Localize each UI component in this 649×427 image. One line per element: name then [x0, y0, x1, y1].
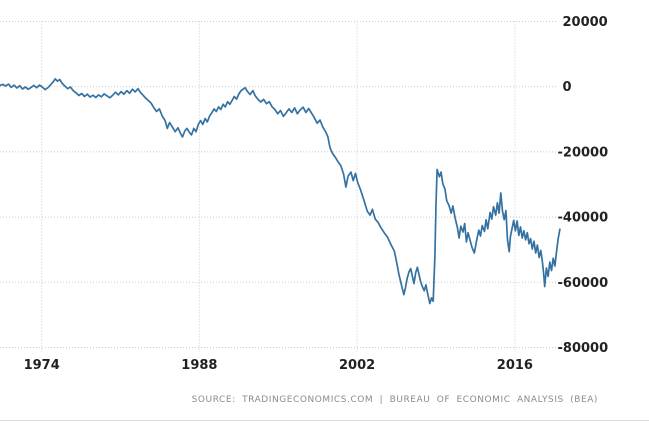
x-axis-tick-label: 1988: [181, 358, 217, 373]
x-axis-tick-label: 2016: [497, 358, 533, 373]
y-axis-tick-label: -80000: [558, 341, 609, 356]
footer-divider: [0, 420, 649, 421]
y-axis-tick-label: -60000: [558, 276, 609, 291]
balance-of-trade-line: [0, 78, 561, 305]
y-axis-tick-label: 0: [563, 80, 572, 95]
source-credit: SOURCE: TRADINGECONOMICS.COM | BUREAU OF…: [191, 395, 598, 405]
y-axis-tick-label: -20000: [558, 145, 609, 160]
y-axis-tick-label: 20000: [563, 15, 608, 30]
y-axis-tick-label: -40000: [558, 211, 609, 226]
x-axis-tick-label: 2002: [339, 358, 375, 373]
x-axis-tick-label: 1974: [24, 358, 60, 373]
